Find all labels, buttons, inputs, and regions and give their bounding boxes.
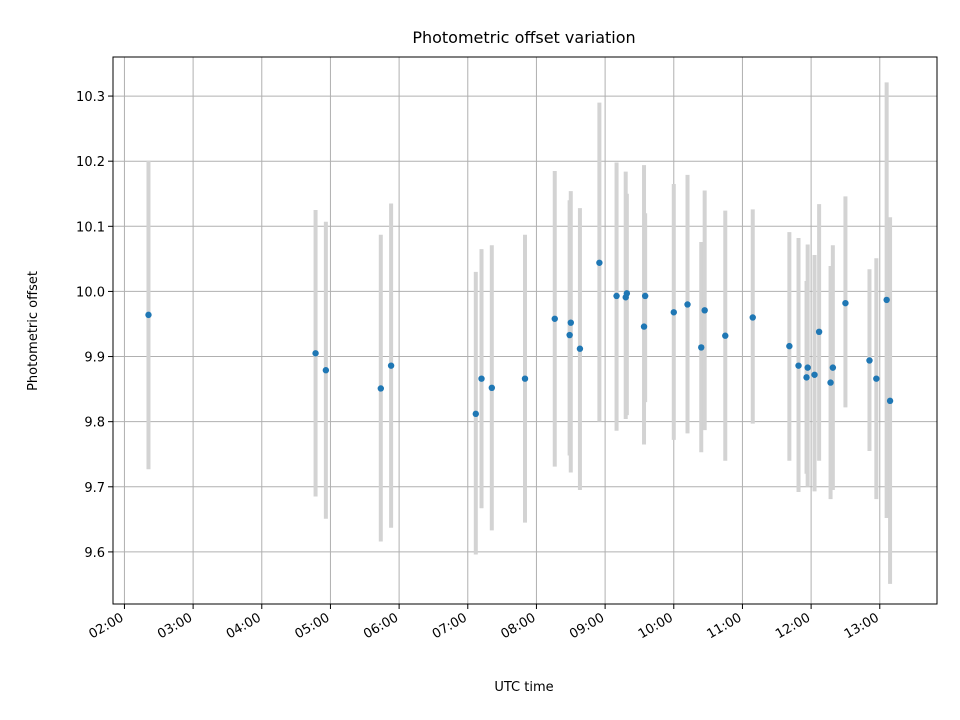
data-point [551, 315, 558, 322]
x-tick-label: 10:00 [636, 610, 676, 642]
data-point [312, 350, 319, 357]
data-point [623, 290, 631, 297]
data-point [827, 379, 834, 386]
data-point [786, 342, 793, 350]
y-tick-label: 9.7 [84, 481, 105, 496]
data-point [521, 375, 529, 382]
data-point [472, 410, 479, 418]
data-point [566, 331, 573, 339]
data-point [670, 309, 677, 316]
x-axis-label: UTC time [494, 680, 553, 695]
y-tick-label: 9.6 [84, 546, 105, 561]
data-point [804, 364, 811, 371]
errorbar-layer [146, 82, 893, 584]
data-point [613, 292, 620, 300]
y-tick-label: 9.9 [84, 351, 105, 366]
x-tick-label: 03:00 [155, 610, 195, 642]
data-point [377, 385, 384, 392]
x-axis-ticks: 02:00 03:00 04:00 05:00 06:00 07:00 08:00 09:00… [86, 604, 882, 642]
x-tick-label: 07:00 [430, 610, 470, 642]
data-point [811, 371, 818, 378]
point-layer [145, 259, 894, 418]
x-tick-label: 09:00 [567, 610, 607, 642]
data-point [795, 362, 802, 369]
data-point [488, 384, 496, 392]
x-tick-label: 11:00 [704, 610, 744, 642]
data-point [640, 323, 648, 330]
x-tick-label: 12:00 [773, 610, 813, 642]
data-point [873, 375, 880, 382]
data-point [886, 397, 894, 405]
data-point [829, 364, 837, 371]
y-axis-ticks: 9.6 9.7 9.8 9.9 10.0 10.1 10.2 10.3 [76, 90, 113, 561]
data-point [145, 311, 152, 319]
y-tick-label: 9.8 [84, 416, 105, 431]
x-tick-label: 06:00 [361, 610, 401, 642]
data-point [815, 328, 823, 336]
y-tick-label: 10.1 [76, 220, 105, 235]
data-point [596, 259, 603, 266]
data-point [641, 292, 649, 300]
y-tick-label: 10.0 [76, 285, 105, 300]
data-point [722, 332, 729, 339]
data-point [701, 307, 708, 314]
data-point [803, 374, 810, 381]
data-point [387, 362, 395, 369]
x-tick-label: 04:00 [224, 610, 264, 642]
data-point [842, 299, 849, 307]
data-point [478, 375, 485, 382]
x-tick-label: 05:00 [292, 610, 332, 642]
chart-title: Photometric offset variation [412, 28, 635, 47]
plot-frame [112, 56, 938, 605]
data-point [698, 344, 705, 351]
y-axis-label: Photometric offset [26, 271, 41, 391]
x-tick-label: 13:00 [842, 610, 882, 642]
data-point [576, 345, 584, 352]
data-point [866, 357, 873, 364]
y-tick-label: 10.2 [76, 155, 105, 170]
data-point [684, 301, 691, 308]
data-point [883, 296, 890, 304]
x-tick-label: 08:00 [498, 610, 538, 642]
data-point [749, 314, 756, 321]
y-tick-label: 10.3 [76, 90, 105, 105]
data-point [567, 319, 574, 326]
x-tick-label: 02:00 [86, 610, 126, 642]
data-point [322, 367, 330, 374]
